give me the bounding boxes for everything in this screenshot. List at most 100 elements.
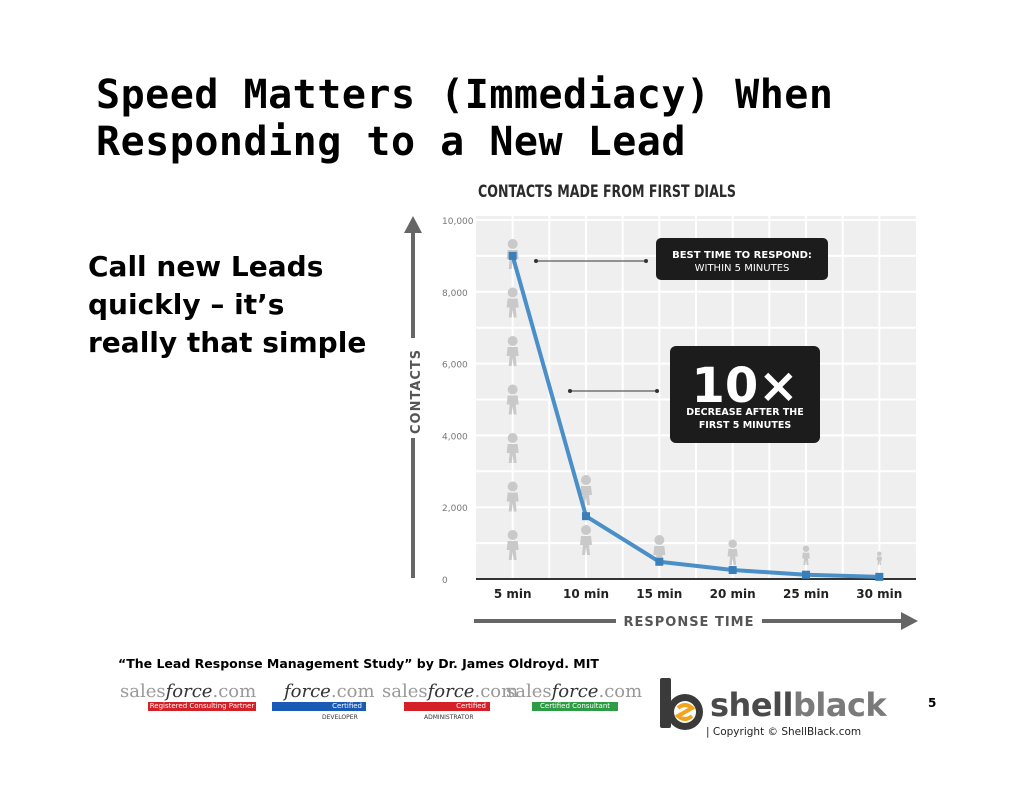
logo-suffix: .com bbox=[474, 681, 519, 702]
chart-title: CONTACTS MADE FROM FIRST DIALS bbox=[478, 182, 736, 202]
badge-bar: Certified bbox=[272, 702, 366, 711]
callout1-box bbox=[656, 238, 828, 280]
salesforce-logo: salesforce.com bbox=[120, 682, 260, 702]
person-head bbox=[507, 530, 518, 540]
people-figures bbox=[506, 239, 883, 565]
person-icon bbox=[506, 287, 519, 318]
data-point bbox=[728, 566, 737, 575]
logo-force: force bbox=[284, 681, 331, 702]
callout2-line1: DECREASE AFTER THE bbox=[686, 407, 804, 418]
badge-registered-partner: salesforce.com Registered Consulting Par… bbox=[120, 682, 260, 728]
y-tick-label: 4,000 bbox=[442, 432, 468, 442]
callout2-line2: FIRST 5 MINUTES bbox=[699, 420, 792, 431]
salesforce-logo: salesforce.com bbox=[382, 681, 518, 702]
slide-title: Speed Matters (Immediacy) When Respondin… bbox=[96, 72, 956, 166]
y-tick-label: 10,000 bbox=[442, 217, 474, 227]
data-point bbox=[802, 570, 810, 579]
y-axis-label: CONTACTS bbox=[409, 349, 424, 434]
person-icon bbox=[506, 384, 519, 415]
x-tick-label: 5 min bbox=[494, 587, 532, 601]
x-tick-label: 15 min bbox=[636, 587, 682, 601]
callout2-pointer-dot bbox=[655, 389, 659, 393]
logo-suffix: .com bbox=[598, 681, 643, 702]
series-line bbox=[508, 251, 884, 581]
person-icon bbox=[506, 530, 519, 560]
callout1-line2: WITHIN 5 MINUTES bbox=[695, 263, 790, 274]
person-head bbox=[507, 239, 518, 249]
person-head bbox=[507, 336, 518, 346]
person-head bbox=[507, 384, 518, 395]
person-body bbox=[506, 347, 519, 366]
brand-part2: black bbox=[792, 686, 887, 724]
x-tick-label: 10 min bbox=[563, 587, 609, 601]
y-ticks: 0 2,000 4,000 6,000 8,000 10,000 bbox=[442, 217, 474, 586]
badge-certified-consultant: salesforce.com Certified Consultant bbox=[506, 681, 642, 728]
person-head bbox=[507, 481, 518, 492]
y-tick-label: 0 bbox=[442, 576, 448, 586]
callout2-box bbox=[670, 346, 820, 443]
y-tick-label: 2,000 bbox=[442, 504, 468, 514]
person-icon bbox=[876, 551, 883, 565]
person-icon bbox=[506, 481, 519, 512]
data-point bbox=[875, 572, 884, 581]
y-axis-arrowhead bbox=[404, 216, 422, 233]
x-label-bg bbox=[616, 611, 762, 631]
slide-title-line1: Speed Matters (Immediacy) When bbox=[96, 72, 834, 118]
logo-suffix: .com bbox=[212, 681, 257, 702]
person-body bbox=[727, 548, 738, 565]
side-text: Call new Leads quickly – it’s really tha… bbox=[88, 250, 367, 359]
x-tick-label: 30 min bbox=[856, 587, 902, 601]
person-icon bbox=[506, 433, 519, 463]
x-tick-label: 25 min bbox=[783, 587, 829, 601]
callout1-pointer-dot bbox=[644, 259, 648, 263]
person-body bbox=[876, 556, 883, 565]
badge-under-text: ADMINISTRATOR bbox=[424, 714, 474, 721]
person-body bbox=[506, 298, 519, 318]
data-line bbox=[510, 255, 880, 579]
person-body bbox=[506, 541, 519, 560]
slide-title-line2: Responding to a New Lead bbox=[96, 119, 686, 165]
force-logo: force.com bbox=[272, 681, 375, 702]
shellblack-emblem-icon bbox=[660, 678, 703, 730]
badge-bar: Registered Consulting Partner bbox=[148, 702, 256, 711]
shellblack-logo: shellblack bbox=[658, 676, 888, 732]
badge-bar: Certified Consultant bbox=[532, 702, 618, 711]
logo-force: force bbox=[427, 681, 475, 702]
person-icon bbox=[727, 539, 738, 565]
person-head bbox=[507, 287, 518, 298]
person-head bbox=[877, 551, 882, 556]
person-head bbox=[728, 539, 737, 548]
person-icon bbox=[580, 525, 592, 555]
data-point bbox=[582, 512, 590, 521]
x-axis-arrowhead bbox=[901, 612, 918, 630]
callout1-line1: BEST TIME TO RESPOND: bbox=[672, 250, 812, 261]
callout1-pointer-dot bbox=[534, 259, 538, 263]
badge-administrator: salesforce.com Certified ADMINISTRATOR bbox=[382, 681, 518, 728]
logo-prefix: sales bbox=[120, 681, 166, 702]
brand-part1: shell bbox=[710, 686, 793, 724]
page-number: 5 bbox=[928, 696, 937, 710]
person-head bbox=[581, 525, 591, 535]
copyright: | Copyright © ShellBlack.com bbox=[706, 726, 862, 738]
badge-bar: Certified bbox=[404, 702, 490, 711]
badge-under-text: DEVELOPER bbox=[322, 714, 358, 721]
certification-badges: salesforce.com Registered Consulting Par… bbox=[120, 681, 642, 732]
person-head bbox=[507, 433, 518, 443]
chart: CONTACTS MADE FROM FIRST DIALS 0 2,000 4,0… bbox=[403, 182, 918, 631]
logo-force: force bbox=[165, 681, 213, 702]
person-icon bbox=[506, 336, 519, 366]
callout2-big: 10× bbox=[691, 358, 798, 414]
salesforce-logo: salesforce.com bbox=[506, 681, 642, 702]
data-point bbox=[508, 251, 517, 260]
y-tick-label: 8,000 bbox=[442, 289, 468, 299]
person-body bbox=[506, 395, 519, 415]
data-point bbox=[655, 557, 664, 566]
logo-force: force bbox=[551, 681, 599, 702]
y-tick-label: 6,000 bbox=[442, 361, 468, 371]
callout2-pointer-dot bbox=[568, 389, 572, 393]
person-body bbox=[506, 492, 519, 512]
person-icon bbox=[802, 545, 810, 565]
person-head bbox=[802, 545, 810, 552]
x-tick-label: 20 min bbox=[710, 587, 756, 601]
person-body bbox=[506, 444, 519, 463]
